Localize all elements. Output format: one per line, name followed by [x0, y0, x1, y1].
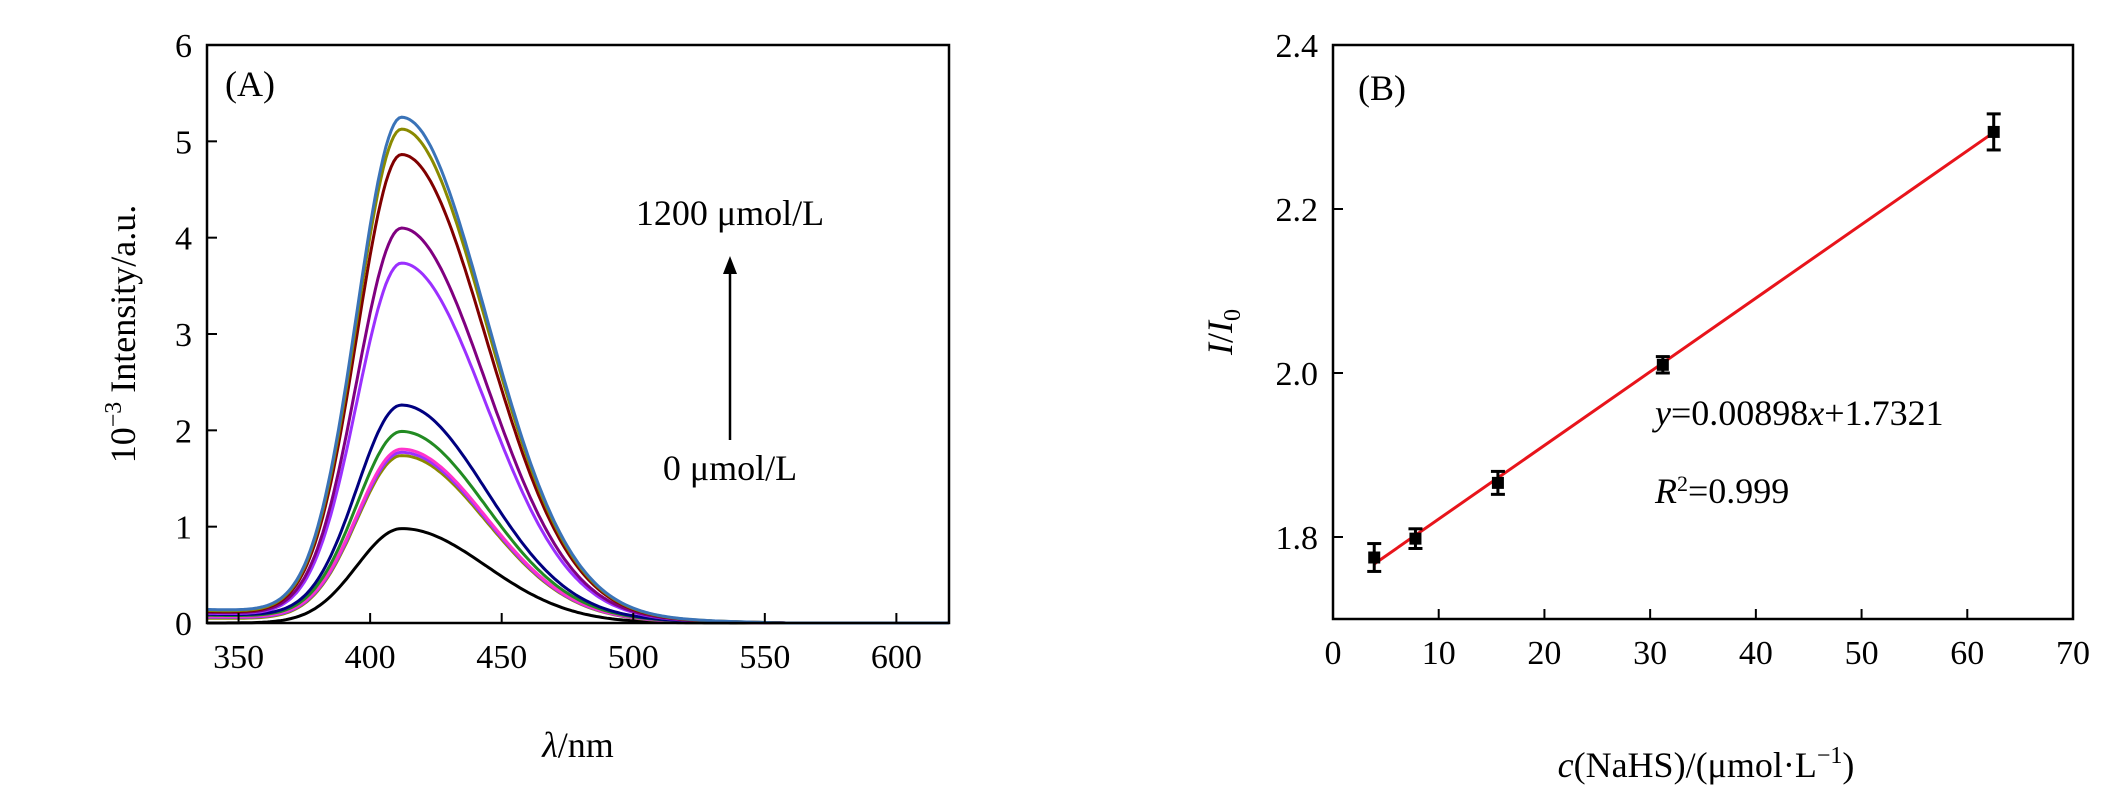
panel-a-annotation-top: 1200 μmol/L [636, 193, 824, 233]
panel-a-y-title-rest: Intensity/a.u. [103, 205, 143, 402]
panel-a-x-tick-label: 550 [739, 639, 790, 676]
panel-b-equation: y=0.00898x+1.7321 [1652, 393, 1944, 433]
panel-b-y-title-sub: 0 [1220, 309, 1246, 321]
panel-a-y-tick-label: 0 [175, 606, 192, 643]
panel-b-data-point [1491, 476, 1504, 489]
panel-b-y-title-I0: I [1200, 319, 1240, 334]
panel-b-x-title-rest: (NaHS)/(μmol·L [1574, 745, 1817, 785]
panel-a-annotation-bottom: 0 μmol/L [663, 448, 797, 488]
panel-a: 350 400 450 500 550 600 0 1 2 3 4 5 6 (A) 1200 μmol… [101, 28, 951, 765]
panel-a-x-tick-label: 600 [871, 639, 922, 676]
panel-b-points [1367, 112, 2001, 573]
equation-mid: =0.00898 [1671, 393, 1808, 433]
panel-a-curves [206, 115, 949, 625]
panel-b-y-tick-label: 2.0 [1276, 356, 1319, 393]
panel-a-x-title-unit: /nm [558, 725, 614, 765]
panel-b-r2: R2=0.999 [1654, 471, 1789, 511]
equation-end: +1.7321 [1824, 393, 1943, 433]
panel-b-x-tick-label: 40 [1739, 635, 1773, 672]
panel-a-x-tick-label: 500 [608, 639, 659, 676]
panel-b-y-axis-title: I/I0 [1200, 309, 1246, 356]
panel-a-y-title-base: 10 [103, 427, 143, 463]
panel-a-x-tick-label: 400 [345, 639, 396, 676]
panel-b-x-tick-label: 60 [1950, 635, 1984, 672]
panel-a-x-ticks: 350 400 450 500 550 600 [213, 613, 922, 676]
panel-b-x-ticks: 0 10 20 30 40 50 60 70 [1325, 609, 2090, 672]
equation-y: y [1652, 393, 1671, 433]
panel-a-y-axis-title: 10−3 Intensity/a.u. [101, 205, 143, 464]
panel-b-x-tick-label: 70 [2056, 635, 2090, 672]
panel-b-label: (B) [1358, 68, 1406, 108]
panel-b-x-tick-label: 50 [1845, 635, 1879, 672]
panel-b-fit-line [1373, 131, 1995, 566]
panel-a-x-title-symbol: λ [541, 725, 558, 765]
panel-b-x-tick-label: 30 [1633, 635, 1667, 672]
panel-b-y-tick-label: 2.2 [1276, 192, 1319, 229]
panel-b-fit [1373, 131, 1995, 566]
panel-b-y-title-I: I [1200, 341, 1240, 356]
panel-a-y-tick-label: 6 [175, 28, 192, 65]
panel-b-x-title-close: ) [1842, 745, 1854, 785]
r2-val: =0.999 [1688, 471, 1789, 511]
r2-sup: 2 [1677, 471, 1688, 496]
panel-b-data-point [1656, 358, 1669, 371]
panel-b-data-point [1368, 551, 1381, 564]
panel-a-label: (A) [225, 64, 275, 104]
panel-b-frame [1331, 43, 2075, 621]
panel-b-data-point [1987, 125, 2000, 138]
panel-a-y-tick-label: 4 [175, 221, 192, 258]
panel-b-x-axis-title: c(NaHS)/(μmol·L−1) [1558, 743, 1855, 785]
panel-b-y-title-slash: / [1200, 333, 1240, 343]
panel-b-data-point [1409, 532, 1422, 545]
panel-a-y-title-exp: −3 [101, 402, 127, 428]
panel-b-y-tick-label: 1.8 [1276, 520, 1319, 557]
panel-a-y-tick-label: 2 [175, 413, 192, 450]
panel-b-y-ticks: 1.8 2.0 2.2 2.4 [1276, 28, 1343, 557]
panel-a-x-tick-label: 450 [476, 639, 527, 676]
panel-b-y-tick-label: 2.4 [1276, 28, 1319, 65]
panel-a-x-tick-label: 350 [213, 639, 264, 676]
panel-b-x-title-c: c [1558, 745, 1574, 785]
panel-a-y-ticks: 0 1 2 3 4 5 6 [175, 28, 217, 643]
panel-a-y-tick-label: 3 [175, 317, 192, 354]
panel-b-x-tick-label: 10 [1422, 635, 1456, 672]
r2-R: R [1654, 471, 1677, 511]
panel-b-x-tick-label: 0 [1325, 635, 1342, 672]
panel-a-arrow [723, 256, 737, 440]
panel-a-x-axis-title: λ/nm [541, 725, 614, 765]
panel-a-y-tick-label: 5 [175, 124, 192, 161]
equation-x: x [1807, 393, 1824, 433]
panel-b-x-tick-label: 20 [1527, 635, 1561, 672]
panel-a-y-tick-label: 1 [175, 510, 192, 547]
panel-b: 0 10 20 30 40 50 60 70 1.82.02.22.4 (B) y=0.008… [1200, 28, 2090, 785]
panel-b-x-title-exp: −1 [1817, 743, 1843, 769]
